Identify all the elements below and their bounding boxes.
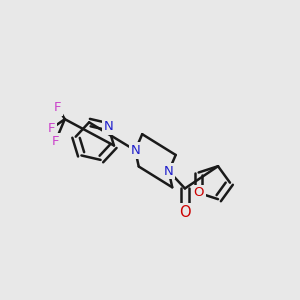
Text: F: F [54,101,62,114]
Text: O: O [194,186,204,200]
Text: N: N [103,120,113,133]
Text: F: F [52,135,59,148]
Text: O: O [179,205,191,220]
Text: N: N [130,144,140,157]
Text: F: F [48,122,56,135]
Text: N: N [164,165,174,178]
